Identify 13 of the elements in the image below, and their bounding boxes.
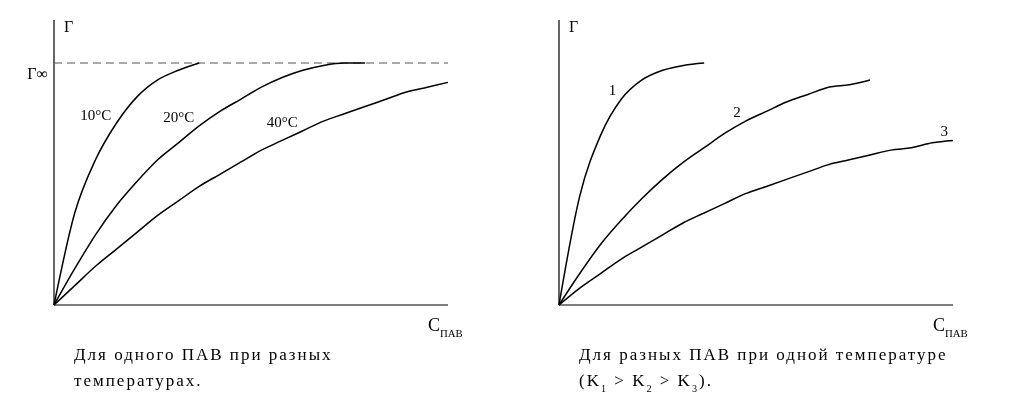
y-axis-title: Γ [569,18,579,35]
text: Для разных ПАВ при одной температуре (K$_{1}$ > K$_{2}$ > K$_{3}$). [579,345,948,394]
series-label: 20°C [163,108,195,125]
x-axis-title: C$_{ПАВ}$ [428,315,463,339]
ref-line-label: Γ∞ [27,65,48,82]
x-axis-title: C$_{ПАВ}$ [933,315,968,339]
series-label: 3 [940,123,948,140]
y-axis-title: Γ [64,18,74,35]
series-label: 2 [733,104,741,121]
text: Для одного ПАВ при разных температурах. [74,345,333,390]
series-label: 10°C [80,106,112,123]
series-label: 40°C [266,113,298,130]
series-label: 1 [608,82,617,99]
